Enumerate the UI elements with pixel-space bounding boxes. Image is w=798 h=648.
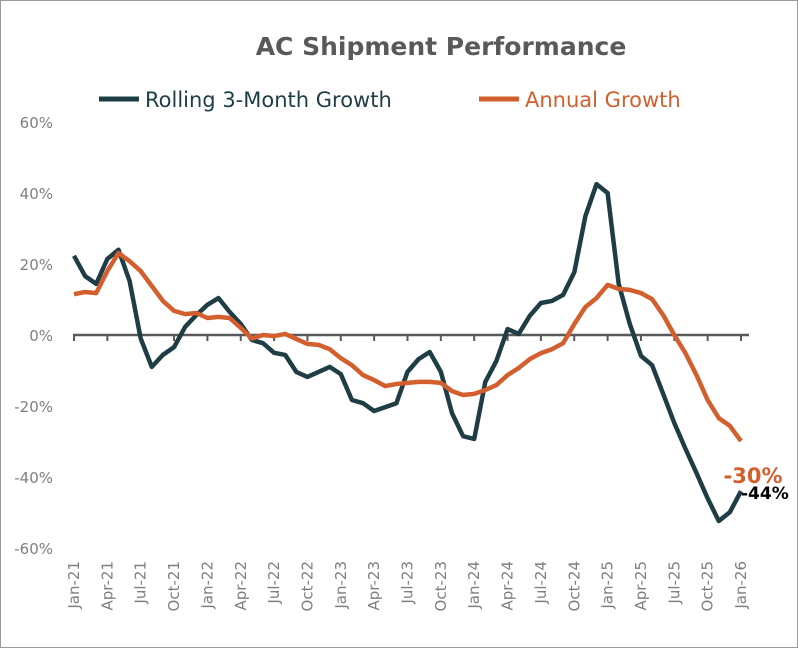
y-tick-label: 0%: [29, 327, 53, 345]
x-tick-label: Jul-25: [665, 561, 683, 605]
x-tick-label: Oct-21: [165, 561, 183, 611]
x-tick-label: Jul-24: [532, 561, 550, 605]
chart-title: AC Shipment Performance: [256, 32, 627, 61]
x-tick-label: Jan-25: [599, 561, 617, 610]
x-tick-label: Jul-21: [132, 561, 150, 605]
x-tick-label: Jan-26: [732, 561, 750, 610]
x-tick-label: Jan-24: [465, 561, 483, 610]
x-tick-label: Jul-22: [265, 561, 283, 605]
x-tick-label: Oct-23: [432, 561, 450, 611]
x-tick-label: Oct-24: [565, 561, 583, 611]
x-tick-label: Oct-25: [699, 561, 717, 611]
x-tick-label: Apr-24: [499, 561, 517, 611]
x-tick-label: Apr-25: [632, 561, 650, 611]
x-tick-label: Apr-23: [365, 561, 383, 611]
y-tick-label: 20%: [20, 256, 53, 274]
y-tick-label: -60%: [14, 540, 53, 558]
series-line-rolling-3-month-growth: [72, 181, 743, 524]
legend-label-annual: Annual Growth: [525, 88, 681, 112]
x-tick-label: Apr-21: [98, 561, 116, 611]
x-tick-label: Oct-22: [298, 561, 316, 611]
x-tick-label: Jul-23: [399, 561, 417, 605]
end-label-annual: -30%: [724, 464, 783, 488]
y-tick-label: -20%: [14, 398, 53, 416]
y-tick-label: 60%: [20, 114, 53, 132]
series-line-annual-growth: [73, 250, 743, 443]
x-tick-label: Jan-23: [332, 561, 350, 610]
x-tick-label: Jan-22: [198, 561, 216, 610]
y-tick-label: 40%: [20, 185, 53, 203]
legend-label-rolling: Rolling 3-Month Growth: [145, 88, 392, 112]
end-label-rolling: -44%: [741, 484, 789, 504]
legend: Rolling 3-Month Growth Annual Growth: [99, 88, 681, 112]
x-tick-label: Apr-22: [232, 561, 250, 611]
y-tick-label: -40%: [14, 469, 53, 487]
x-tick-label: Jan-21: [65, 561, 83, 610]
